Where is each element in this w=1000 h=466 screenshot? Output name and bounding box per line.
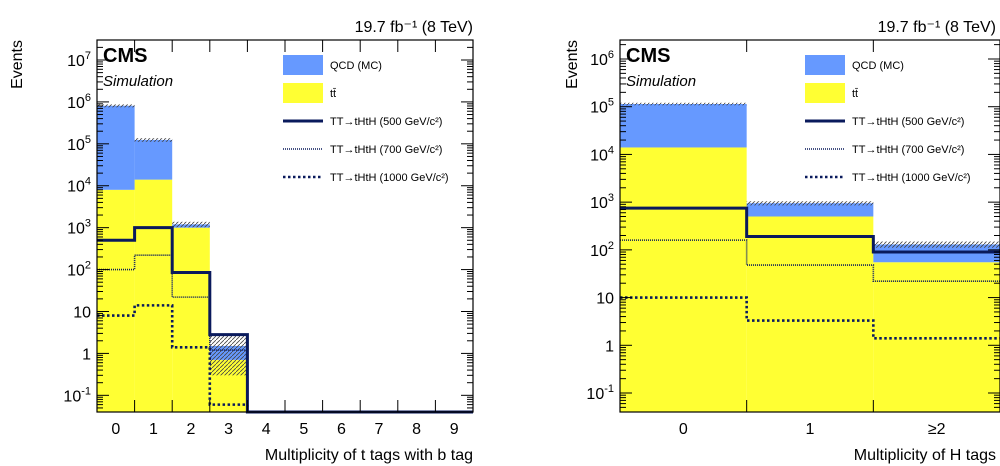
y-tick-label: 106 (67, 92, 91, 112)
x-tick-label: 6 (337, 421, 346, 438)
y-tick-label: 106 (590, 49, 614, 69)
y-axis-label: Events (564, 40, 581, 89)
x-axis-label: Multiplicity of t tags with b tag (265, 447, 473, 464)
y-tick-label: 105 (67, 134, 91, 154)
legend-swatch-0 (805, 55, 845, 75)
x-tick-label: 1 (806, 421, 815, 438)
legend-label-4: TT→tHtH (1000 GeV/c²) (852, 172, 971, 184)
uncertainty-band-bin-0 (620, 102, 747, 106)
legend-label-3: TT→tHtH (700 GeV/c²) (330, 144, 442, 156)
legend-swatch-1 (283, 83, 323, 103)
signal-line-0 (620, 206, 1000, 254)
y-axis-label: Events (9, 40, 26, 89)
x-tick-label: ≥2 (928, 421, 946, 438)
y-tick-label: 1 (605, 338, 614, 355)
legend-label-0: QCD (MC) (330, 60, 382, 72)
legend-label-1: tt̄ (330, 88, 336, 100)
stack-bar-1-bin-1 (134, 139, 173, 180)
signal-line-2 (620, 296, 1000, 340)
stack-bar-0-bin-0 (97, 189, 135, 412)
x-tick-label: 4 (262, 421, 271, 438)
stack-bar-1-bin-1 (746, 203, 874, 217)
y-tick-label: 104 (590, 144, 614, 164)
y-tick-label: 103 (590, 192, 614, 212)
y-tick-label: 1 (82, 346, 91, 363)
y-tick-label: 10-1 (586, 383, 614, 403)
legend-label-2: TT→tHtH (500 GeV/c²) (852, 116, 964, 128)
y-tick-label: 105 (590, 97, 614, 117)
legend-label-3: TT→tHtH (700 GeV/c²) (852, 144, 964, 156)
y-tick-label: 107 (67, 50, 91, 70)
plot-frame (619, 39, 1000, 413)
x-tick-label: 7 (375, 421, 384, 438)
stack-bar-0-bin-0 (620, 147, 747, 412)
stack-bar-0-bin-1 (746, 216, 874, 412)
x-tick-label: 9 (450, 421, 459, 438)
x-tick-label: 1 (149, 421, 158, 438)
x-tick-label: 3 (224, 421, 233, 438)
stack-bar-1-bin-0 (620, 103, 747, 148)
y-tick-label: 102 (67, 260, 91, 280)
x-tick-label: 5 (299, 421, 308, 438)
uncertainty-band-bin-3 (209, 335, 248, 376)
lumi-label: 19.7 fb⁻¹ (8 TeV) (878, 19, 996, 36)
x-axis-label: Multiplicity of H tags (854, 447, 996, 464)
left-panel: 10-1 1 10 102 103 104 105 106 107 0 1 2 3 4 5 6 7 8 9 Multi… (9, 19, 474, 464)
cms-label: CMS (626, 45, 670, 67)
uncertainty-band-bin-2 (873, 241, 1000, 248)
legend-label-0: QCD (MC) (852, 60, 904, 72)
stack-bar-0-bin-2 (172, 227, 210, 412)
legend-swatch-1 (805, 83, 845, 103)
simulation-label: Simulation (626, 73, 696, 90)
signal-line-1 (620, 239, 1000, 283)
x-tick-label: 0 (111, 421, 120, 438)
y-tick-label: 10-1 (63, 385, 91, 405)
y-tick-label: 104 (67, 176, 91, 196)
cms-label: CMS (103, 45, 147, 67)
x-tick-label: 2 (187, 421, 196, 438)
simulation-label: Simulation (103, 73, 173, 90)
uncertainty-band-bin-1 (746, 201, 874, 206)
y-tick-label: 10 (73, 304, 91, 321)
stack-bar-1-bin-0 (97, 105, 135, 190)
y-tick-label: 102 (590, 240, 614, 260)
signal-line-1 (97, 254, 473, 413)
legend-label-1: tt̄ (852, 88, 858, 100)
stack-bar-0-bin-1 (134, 179, 173, 412)
y-tick-label: 10 (596, 291, 614, 308)
right-panel: 10-1 1 10 102 103 104 105 106 0 1 ≥2 Multiplicity o… (564, 19, 1000, 464)
y-tick-label: 103 (67, 218, 91, 238)
legend-label-4: TT→tHtH (1000 GeV/c²) (330, 172, 449, 184)
legend-swatch-0 (283, 55, 323, 75)
uncertainty-band-bin-0 (97, 104, 135, 108)
x-tick-label: 8 (412, 421, 421, 438)
x-tick-label: 0 (679, 421, 688, 438)
legend-label-2: TT→tHtH (500 GeV/c²) (330, 116, 442, 128)
lumi-label: 19.7 fb⁻¹ (8 TeV) (355, 19, 473, 36)
uncertainty-band-bin-1 (134, 138, 173, 142)
uncertainty-band-bin-2 (172, 221, 210, 228)
